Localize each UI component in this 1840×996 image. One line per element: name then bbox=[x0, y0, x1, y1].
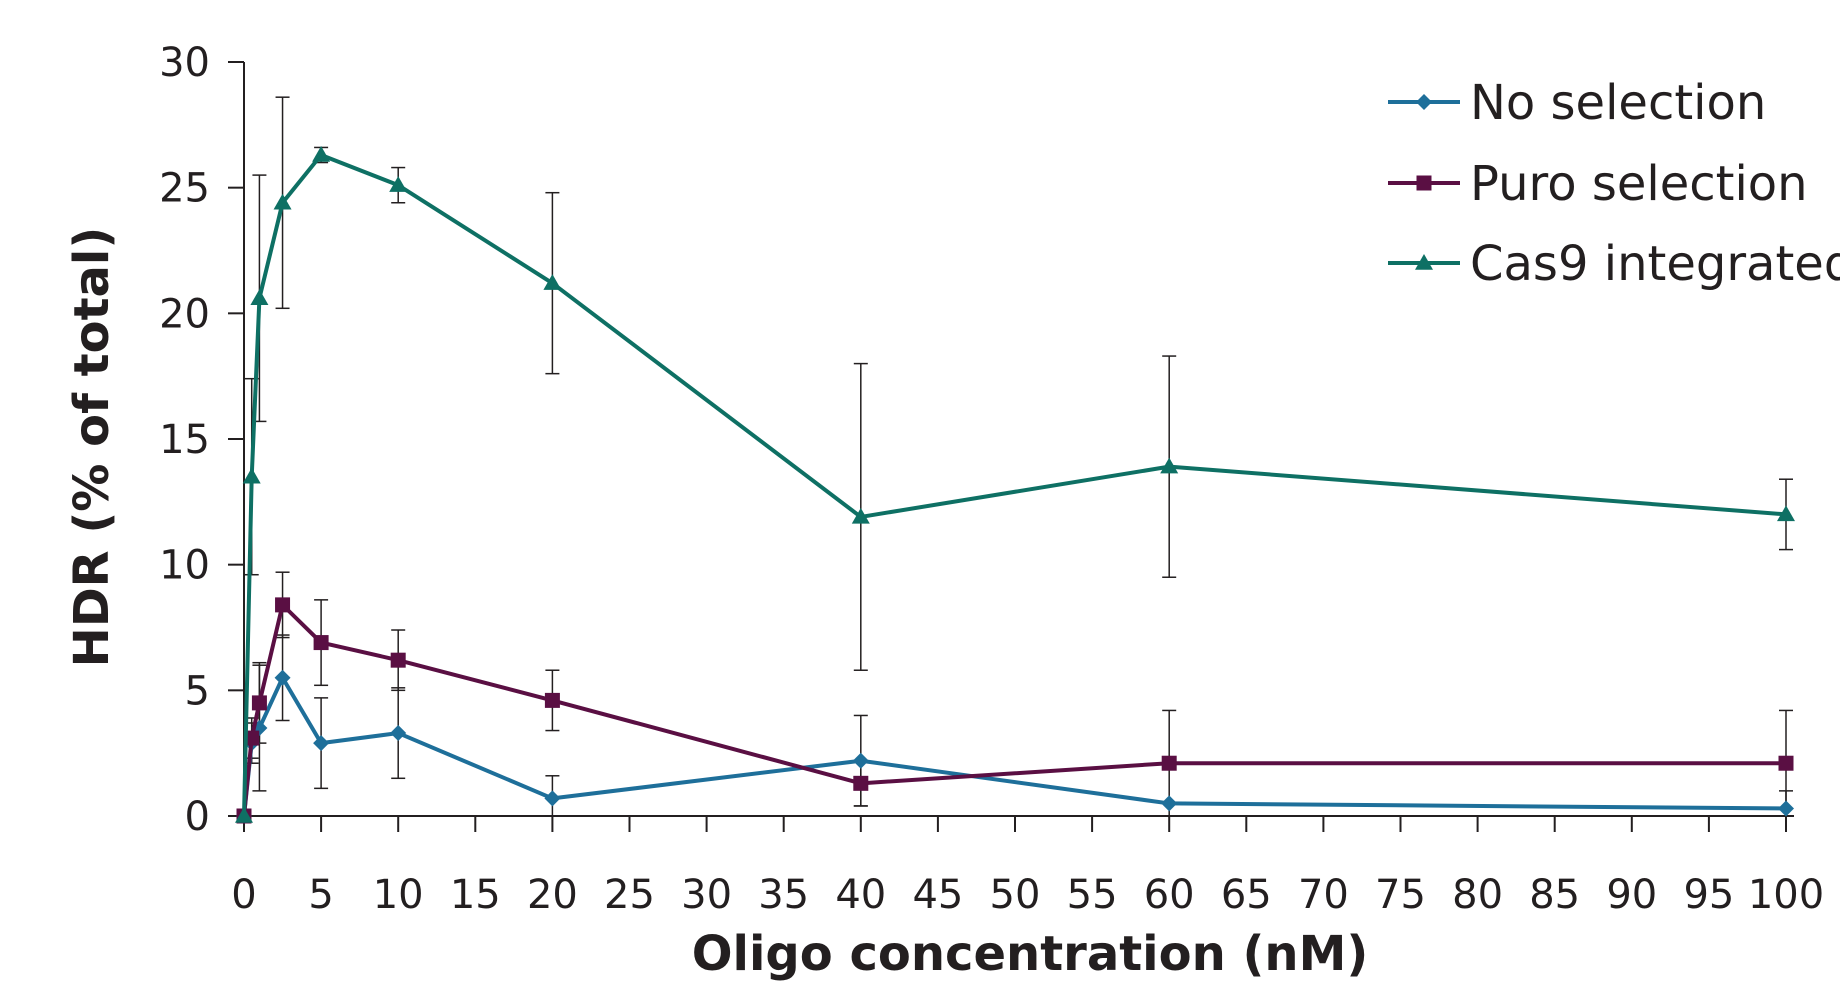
point-cas9-integrated bbox=[851, 507, 870, 524]
point-cas9-integrated bbox=[235, 807, 253, 823]
legend-label: No selection bbox=[1470, 75, 1766, 131]
x-tick-label: 40 bbox=[835, 872, 886, 918]
x-tick-label: 75 bbox=[1375, 872, 1426, 918]
point-puro-selection bbox=[313, 635, 329, 651]
x-tick-label: 100 bbox=[1748, 872, 1824, 918]
legend-marker-triangle bbox=[1415, 254, 1433, 270]
line-cas9-integrated bbox=[242, 152, 1787, 817]
x-tick-label: 80 bbox=[1452, 872, 1503, 918]
y-tick-label: 10 bbox=[159, 543, 210, 589]
legend-label: Cas9 integrated bbox=[1470, 236, 1840, 292]
point-cas9-integrated bbox=[543, 274, 562, 290]
point-puro-selection bbox=[390, 652, 406, 668]
x-tick-label: 20 bbox=[527, 872, 578, 918]
legend-marker-diamond bbox=[1416, 94, 1432, 110]
point-puro-selection bbox=[251, 695, 267, 711]
point-cas9-integrated bbox=[1160, 457, 1179, 474]
x-tick-label: 50 bbox=[990, 872, 1041, 918]
y-tick-label: 5 bbox=[185, 668, 210, 714]
x-tick-label: 30 bbox=[681, 872, 732, 918]
x-tick-label: 45 bbox=[912, 872, 963, 918]
legend: No selection Puro selection Cas9 integrate… bbox=[1388, 75, 1840, 292]
x-tick-label: 25 bbox=[604, 872, 655, 918]
point-no-selection bbox=[251, 720, 268, 737]
x-tick-label: 10 bbox=[373, 872, 424, 918]
point-puro-selection bbox=[1778, 755, 1794, 771]
point-puro-selection bbox=[853, 775, 869, 791]
series-no-selection bbox=[236, 669, 1794, 824]
point-cas9-integrated bbox=[389, 176, 408, 192]
x-tick-label: 60 bbox=[1144, 872, 1195, 918]
point-no-selection bbox=[1778, 800, 1794, 817]
point-cas9-integrated bbox=[242, 467, 261, 484]
y-tick-label: 25 bbox=[159, 166, 210, 212]
x-tick-label: 95 bbox=[1683, 872, 1734, 918]
x-axis-title: Oligo concentration (nM) bbox=[692, 926, 1369, 982]
x-tick-label: 15 bbox=[450, 872, 501, 918]
point-no-selection bbox=[313, 735, 330, 752]
y-tick-label: 15 bbox=[159, 417, 210, 463]
series-puro-selection bbox=[236, 597, 1794, 824]
y-axis-title: HDR (% of total) bbox=[64, 227, 120, 668]
line-no-selection bbox=[242, 675, 1787, 817]
point-no-selection bbox=[544, 790, 561, 807]
point-cas9-integrated bbox=[1777, 505, 1795, 522]
point-no-selection bbox=[390, 725, 407, 742]
x-tick-label: 35 bbox=[758, 872, 809, 918]
x-tick-label: 55 bbox=[1067, 872, 1118, 918]
point-puro-selection bbox=[1161, 755, 1177, 771]
axes: 0 5 10 15 20 25 30 0 5 10 15 20 25 30 35 40 45 50 55 60 65 70… bbox=[159, 40, 1824, 918]
point-no-selection bbox=[1161, 795, 1178, 812]
point-cas9-integrated bbox=[250, 289, 269, 306]
y-tick-label: 30 bbox=[159, 40, 210, 86]
x-tick-label: 85 bbox=[1529, 872, 1580, 918]
point-cas9-integrated bbox=[312, 145, 331, 162]
legend-label: Puro selection bbox=[1470, 156, 1808, 212]
x-tick-label: 65 bbox=[1221, 872, 1272, 918]
point-cas9-integrated bbox=[273, 193, 292, 210]
x-tick-label: 5 bbox=[308, 872, 333, 918]
point-puro-selection bbox=[275, 597, 291, 613]
legend-marker-square bbox=[1416, 175, 1432, 191]
point-no-selection bbox=[274, 669, 291, 686]
legend-item-no-selection: No selection bbox=[1388, 75, 1766, 131]
y-tick-label: 0 bbox=[185, 794, 210, 840]
legend-item-cas9-integrated: Cas9 integrated bbox=[1388, 236, 1840, 292]
point-puro-selection bbox=[244, 730, 260, 746]
line-puro-selection bbox=[242, 602, 1786, 817]
series-cas9-integrated bbox=[235, 145, 1795, 823]
point-puro-selection bbox=[544, 692, 560, 708]
x-tick-label: 90 bbox=[1606, 872, 1657, 918]
y-tick-label: 20 bbox=[159, 291, 210, 337]
series-lines bbox=[235, 145, 1795, 824]
x-tick-label: 0 bbox=[231, 872, 256, 918]
point-no-selection bbox=[852, 752, 869, 769]
legend-item-puro-selection: Puro selection bbox=[1388, 156, 1808, 212]
x-tick-label: 70 bbox=[1298, 872, 1349, 918]
